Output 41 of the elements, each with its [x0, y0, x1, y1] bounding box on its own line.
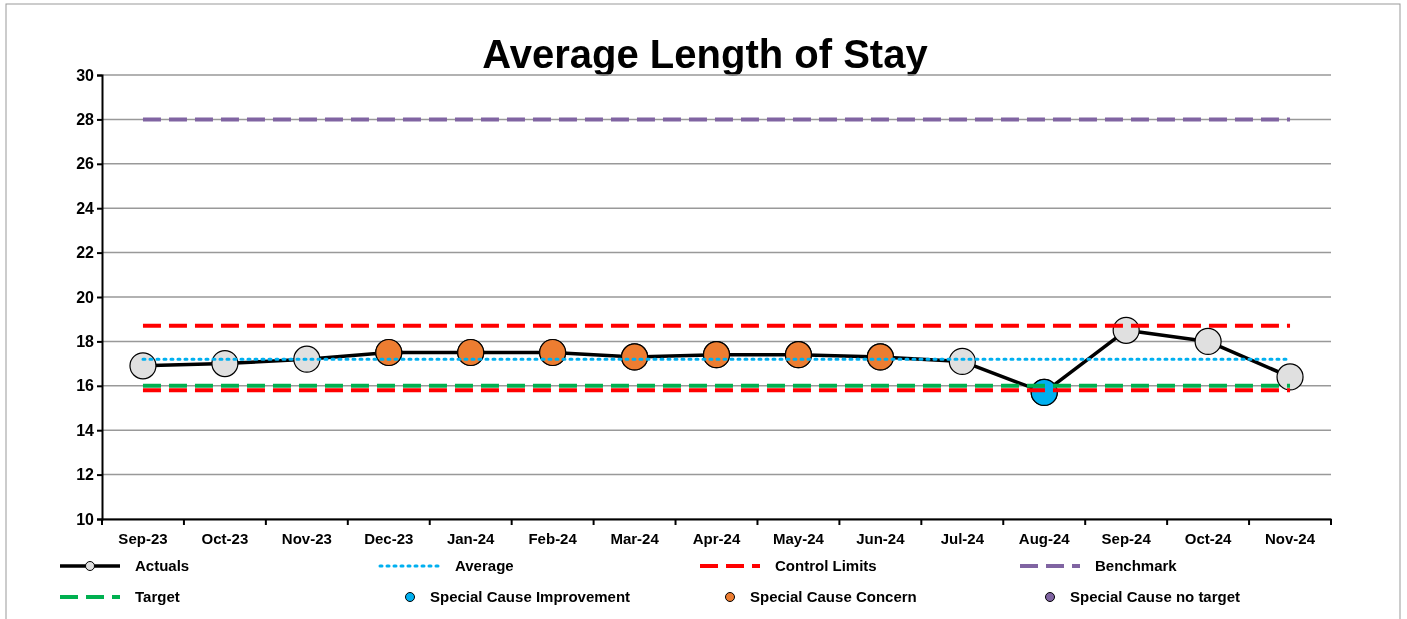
chart-title: Average Length of Stay [482, 32, 929, 76]
legend-label: Special Cause no target [1070, 588, 1241, 605]
x-tick-label: Oct-23 [201, 529, 249, 547]
point [948, 347, 976, 375]
x-tick-label: Jul-24 [940, 529, 985, 547]
legend-label: Special Cause Improvement [430, 588, 631, 605]
legend-label: Actuals [135, 557, 190, 574]
x-tick-label: Jun-24 [856, 529, 906, 547]
legend-label: Target [135, 588, 180, 605]
x-tick-label: Nov-24 [1265, 529, 1316, 547]
x-tick-label: Dec-23 [364, 529, 414, 547]
x-tick-label: Apr-24 [692, 529, 741, 547]
legend-label: Benchmark [1095, 557, 1178, 574]
point [211, 350, 239, 378]
y-tick-label: 16 [76, 377, 95, 395]
x-tick-label: Jan-24 [446, 529, 496, 547]
y-tick-label: 26 [76, 155, 95, 173]
legend-label: Control Limits [775, 557, 877, 574]
x-tick-label: Oct-24 [1184, 529, 1233, 547]
x-tick-label: Mar-24 [610, 529, 660, 547]
legend-label: Special Cause Concern [750, 588, 917, 605]
y-tick-label: 22 [76, 244, 95, 262]
y-tick-label: 24 [76, 199, 95, 217]
x-tick-label: Nov-23 [281, 529, 332, 547]
x-tick-label: Aug-24 [1018, 529, 1071, 547]
y-tick-label: 18 [76, 333, 95, 351]
y-tick-label: 12 [76, 466, 95, 484]
y-tick-label: 10 [76, 510, 95, 528]
x-tick-label: Sep-24 [1101, 529, 1152, 547]
point [129, 352, 157, 380]
point [1194, 327, 1222, 355]
y-tick-label: 14 [76, 421, 95, 439]
y-tick-label: 20 [76, 288, 95, 306]
point [293, 345, 321, 373]
y-tick-label: 28 [76, 111, 95, 129]
legend-label: Average [455, 557, 514, 574]
x-tick-label: May-24 [773, 529, 825, 547]
x-tick-label: Feb-24 [528, 529, 578, 547]
y-tick-label: 30 [76, 66, 95, 84]
x-tick-label: Sep-23 [118, 529, 168, 547]
point [1276, 363, 1304, 391]
